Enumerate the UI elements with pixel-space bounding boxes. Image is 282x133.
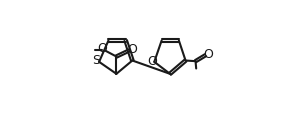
Text: O: O (147, 55, 157, 68)
Text: O: O (204, 48, 213, 61)
Text: O: O (97, 42, 107, 55)
Text: O: O (127, 43, 136, 56)
Text: S: S (92, 54, 100, 67)
